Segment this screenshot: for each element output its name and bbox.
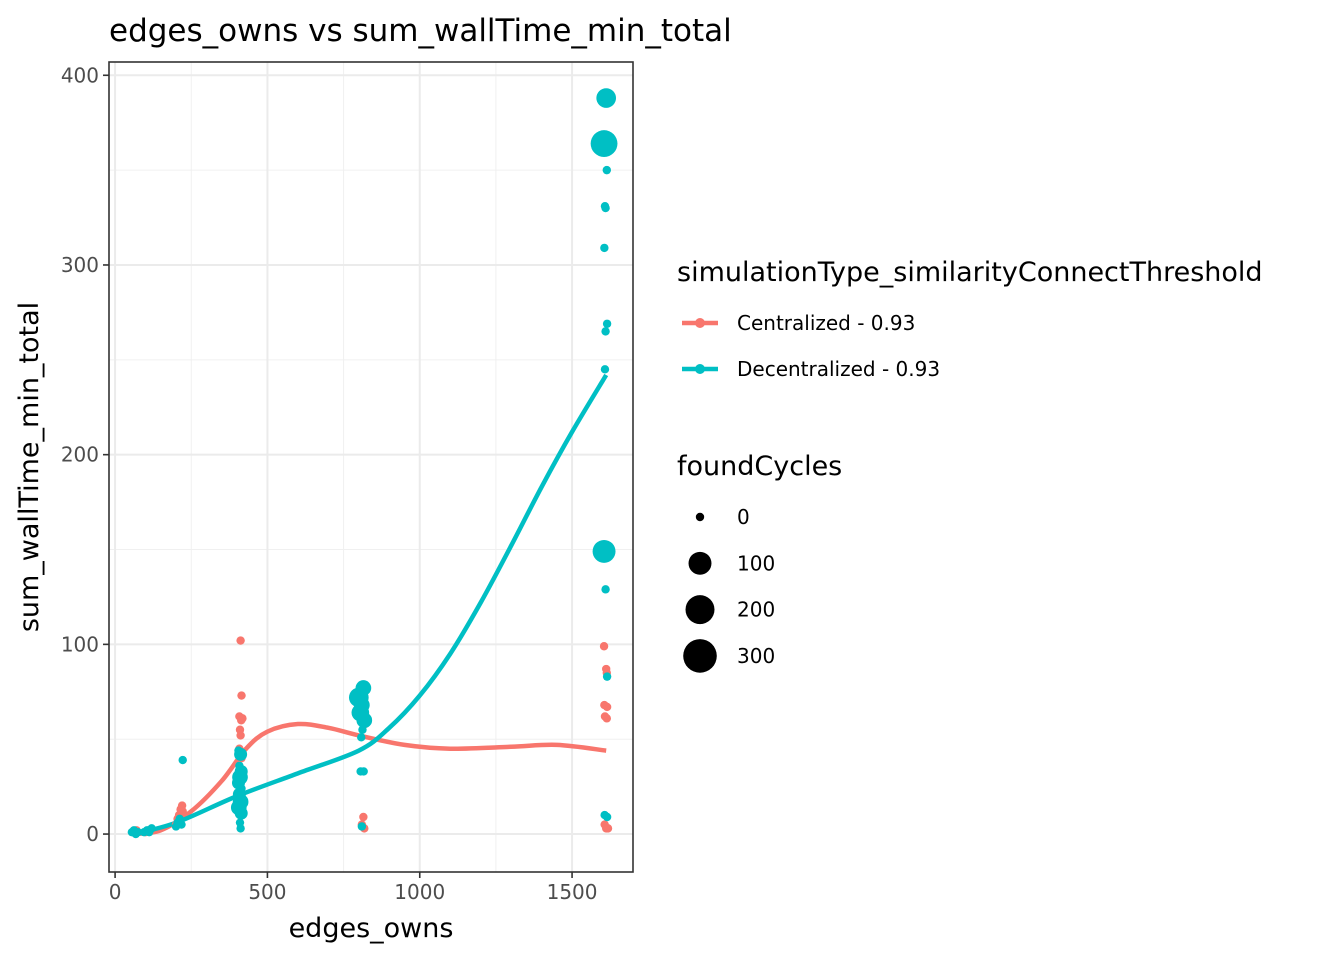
decentralized-point bbox=[592, 539, 616, 563]
size-legend-title: foundCycles bbox=[677, 451, 842, 482]
data-points bbox=[127, 88, 618, 839]
grid-minor bbox=[109, 62, 633, 872]
x-axis-title: edges_owns bbox=[289, 913, 454, 944]
decentralized-point bbox=[237, 784, 246, 793]
color-legend-keys: Centralized - 0.93 Decentralized - 0.93 bbox=[682, 311, 940, 381]
size-legend-swatch bbox=[688, 551, 712, 575]
y-tick-label: 200 bbox=[61, 443, 99, 467]
centralized-point bbox=[178, 807, 187, 816]
centralized-point bbox=[603, 824, 613, 833]
decentralized-point bbox=[354, 697, 370, 713]
decentralized-point bbox=[234, 746, 243, 755]
decentralized-point bbox=[147, 824, 156, 833]
y-tick-label: 100 bbox=[61, 632, 99, 656]
size-legend-key: 300 bbox=[683, 639, 775, 673]
centralized-point bbox=[599, 642, 609, 651]
decentralized-point bbox=[235, 761, 244, 770]
decentralized-point bbox=[178, 755, 187, 765]
y-axis-title: sum_wallTime_min_total bbox=[14, 302, 45, 632]
color-legend-key: Decentralized - 0.93 bbox=[682, 357, 940, 381]
centralized-point bbox=[359, 812, 368, 822]
decentralized-point bbox=[236, 824, 245, 833]
decentralized-point bbox=[359, 767, 368, 776]
grid-major bbox=[109, 62, 633, 872]
decentralized-point bbox=[600, 243, 609, 253]
centralized-point bbox=[237, 691, 246, 700]
decentralized-point bbox=[177, 820, 186, 829]
decentralized-point bbox=[601, 327, 610, 336]
y-axis: 0 100 200 300 400 bbox=[61, 63, 109, 846]
plot-panel bbox=[108, 61, 634, 873]
x-tick-label: 1500 bbox=[547, 880, 598, 904]
centralized-point bbox=[238, 714, 247, 723]
decentralized-point bbox=[357, 822, 367, 831]
decentralized-point bbox=[234, 806, 248, 820]
decentralized-point bbox=[133, 827, 143, 837]
size-legend-keys: 0 100 200 300 bbox=[683, 505, 775, 673]
size-legend-swatch bbox=[685, 595, 715, 625]
decentralized-point bbox=[601, 585, 610, 594]
y-tick-label: 300 bbox=[61, 253, 99, 277]
size-legend-swatch bbox=[695, 512, 705, 522]
decentralized-point bbox=[602, 812, 612, 822]
decentralized-point bbox=[355, 680, 372, 696]
color-legend-label: Centralized - 0.93 bbox=[737, 311, 915, 335]
decentralized-point bbox=[600, 365, 610, 374]
centralized-point bbox=[236, 636, 245, 645]
decentralized-point bbox=[602, 672, 612, 681]
panel-border bbox=[108, 61, 634, 873]
size-legend-key: 200 bbox=[685, 595, 775, 625]
x-tick-label: 1000 bbox=[394, 880, 445, 904]
y-tick-label: 400 bbox=[61, 63, 99, 87]
size-legend-label: 200 bbox=[737, 598, 775, 622]
size-legend-key: 100 bbox=[688, 551, 775, 575]
legend-point-swatch bbox=[695, 318, 705, 328]
decentralized-point bbox=[601, 203, 610, 213]
centralized-point bbox=[602, 714, 611, 723]
decentralized-point bbox=[356, 712, 373, 729]
size-legend-label: 300 bbox=[737, 644, 775, 668]
size-legend-label: 100 bbox=[737, 551, 775, 575]
centralized-point bbox=[236, 731, 245, 740]
x-axis: 0 500 1000 1500 bbox=[109, 872, 598, 904]
decentralized-point bbox=[602, 319, 612, 328]
chart-title: edges_owns vs sum_wallTime_min_total bbox=[109, 13, 732, 49]
decentralized-point bbox=[602, 165, 611, 175]
size-legend-key: 0 bbox=[695, 505, 750, 529]
decentralized-point bbox=[357, 733, 366, 742]
decentralized-point bbox=[590, 130, 618, 157]
decentralized-point bbox=[596, 88, 617, 108]
legend: simulationType_similarityConnectThreshol… bbox=[677, 257, 1263, 673]
color-legend-title: simulationType_similarityConnectThreshol… bbox=[677, 257, 1263, 288]
centralized-smooth-line bbox=[133, 721, 607, 837]
size-legend-swatch bbox=[683, 639, 717, 673]
x-tick-label: 0 bbox=[109, 880, 122, 904]
color-legend-label: Decentralized - 0.93 bbox=[737, 357, 940, 381]
y-tick-label: 0 bbox=[86, 822, 99, 846]
size-legend-label: 0 bbox=[737, 505, 750, 529]
centralized-point bbox=[602, 702, 612, 712]
color-legend-key: Centralized - 0.93 bbox=[682, 311, 915, 335]
x-tick-label: 500 bbox=[248, 880, 286, 904]
legend-point-swatch bbox=[695, 364, 705, 374]
decentralized-point bbox=[358, 725, 367, 734]
